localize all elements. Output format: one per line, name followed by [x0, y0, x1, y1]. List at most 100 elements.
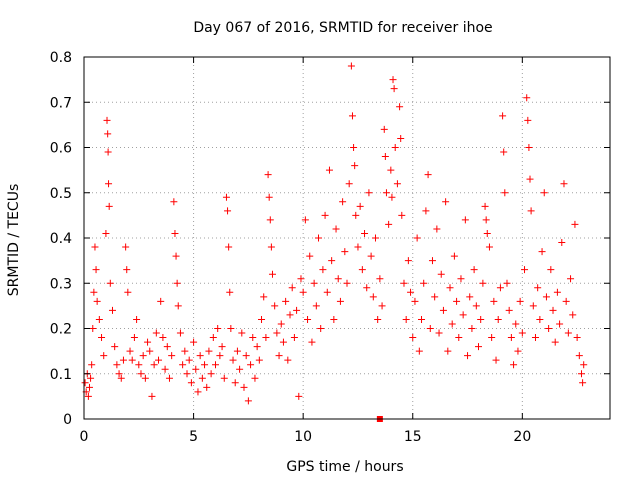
data-point	[262, 334, 270, 342]
data-point	[477, 315, 485, 323]
data-point	[444, 347, 452, 355]
data-point	[579, 379, 587, 387]
data-point	[279, 338, 287, 346]
data-point	[117, 374, 125, 382]
data-point	[549, 306, 557, 314]
data-point	[512, 320, 520, 328]
data-point	[494, 315, 502, 323]
data-point	[413, 234, 421, 242]
chart-title: Day 067 of 2016, SRMTID for receiver iho…	[193, 20, 492, 36]
x-axis-label: GPS time / hours	[286, 459, 403, 475]
data-point	[378, 302, 386, 310]
data-point	[139, 352, 147, 360]
data-point	[323, 288, 331, 296]
data-point	[286, 311, 294, 319]
data-point	[567, 275, 575, 283]
data-point	[521, 266, 529, 274]
data-point	[105, 202, 113, 210]
data-point	[247, 361, 255, 369]
data-point	[466, 293, 474, 301]
data-point	[457, 275, 465, 283]
data-point	[196, 352, 204, 360]
data-point	[264, 171, 272, 179]
data-point	[575, 352, 583, 360]
data-point	[398, 211, 406, 219]
data-point	[569, 311, 577, 319]
data-point	[91, 243, 99, 251]
data-point	[198, 374, 206, 382]
data-point	[150, 361, 158, 369]
data-point	[284, 356, 292, 364]
data-point	[146, 347, 154, 355]
data-point	[244, 397, 252, 405]
data-point	[336, 297, 344, 305]
data-point	[356, 202, 364, 210]
data-point	[571, 220, 579, 228]
data-point	[172, 252, 180, 260]
data-point	[507, 334, 515, 342]
y-tick-label: 0.5	[50, 186, 72, 202]
data-point	[433, 225, 441, 233]
data-point	[84, 392, 92, 400]
data-point	[144, 338, 152, 346]
data-point	[500, 148, 508, 156]
data-point	[124, 288, 132, 296]
data-point	[119, 356, 127, 364]
data-point	[268, 270, 276, 278]
data-point	[551, 338, 559, 346]
y-tick-label: 0.4	[50, 231, 72, 247]
data-point	[435, 329, 443, 337]
data-point	[503, 279, 511, 287]
data-point	[141, 374, 149, 382]
data-point	[267, 243, 275, 251]
data-point	[448, 320, 456, 328]
data-point	[400, 279, 408, 287]
data-point	[310, 279, 318, 287]
data-point	[365, 189, 373, 197]
data-point	[87, 374, 95, 382]
data-point	[251, 374, 259, 382]
data-point	[361, 229, 369, 237]
data-point	[133, 315, 141, 323]
data-point	[439, 306, 447, 314]
data-point	[562, 297, 570, 305]
data-point	[453, 297, 461, 305]
data-point	[514, 347, 522, 355]
grid-lines	[84, 57, 610, 419]
data-point	[181, 347, 189, 355]
data-point	[319, 266, 327, 274]
data-point	[98, 334, 106, 342]
data-point	[428, 257, 436, 265]
data-point	[227, 325, 235, 332]
data-point	[258, 315, 266, 323]
data-point	[115, 370, 123, 378]
data-point	[277, 320, 285, 328]
y-tick-label: 0.6	[50, 141, 72, 157]
data-point	[411, 297, 419, 305]
data-point	[358, 266, 366, 274]
data-point	[376, 275, 384, 283]
data-point	[297, 275, 305, 283]
data-point	[152, 329, 160, 337]
data-point	[89, 325, 97, 332]
data-point	[526, 175, 534, 183]
data-point	[170, 198, 178, 206]
data-point	[479, 279, 487, 287]
data-point	[123, 266, 131, 274]
data-point	[367, 252, 375, 260]
data-point	[437, 270, 445, 278]
data-point	[233, 347, 241, 355]
data-point	[516, 297, 524, 305]
data-point	[173, 279, 181, 287]
data-point	[325, 166, 333, 174]
data-point	[315, 234, 323, 242]
data-point	[135, 361, 143, 369]
axis-ticks: 0 0.1 0.2 0.3 0.4 0.5 0.6 0.7 0.8 0 5 10 15 20	[50, 50, 610, 445]
data-point	[93, 297, 101, 305]
data-point	[348, 112, 356, 120]
data-point	[293, 306, 301, 314]
data-point	[545, 325, 553, 332]
y-tick-label: 0	[63, 412, 72, 428]
data-point	[111, 343, 119, 351]
